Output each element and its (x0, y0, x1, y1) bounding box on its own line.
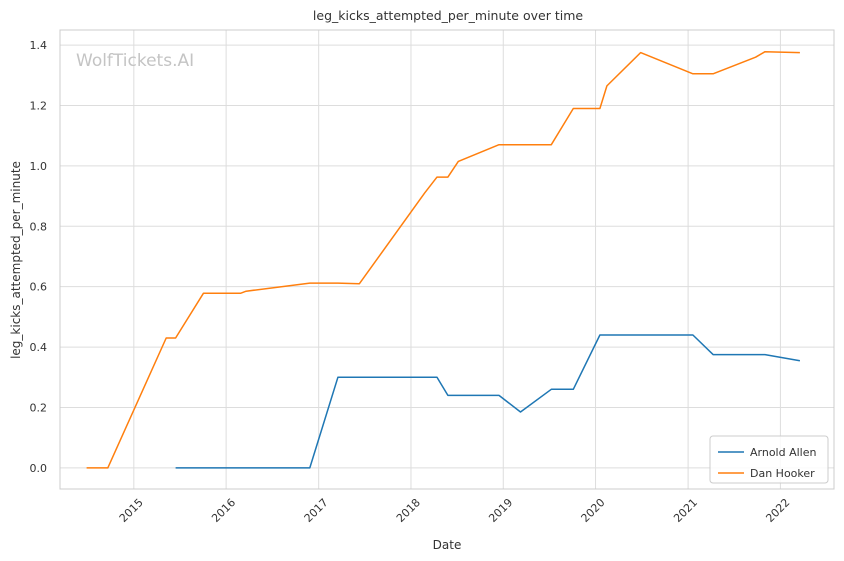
x-tick-label: 2018 (394, 496, 423, 525)
y-tick-label: 0.0 (30, 462, 48, 475)
x-tick-label: 2015 (117, 496, 146, 525)
y-tick-label: 0.2 (30, 401, 48, 414)
series-line-dan-hooker (86, 50, 800, 469)
series-lines (86, 50, 801, 469)
watermark: WolfTickets.AI (76, 51, 194, 71)
x-tick-labels: 2015 2016 2017 2018 2019 2020 2021 2022 (117, 496, 793, 525)
legend-label-dan-hooker: Dan Hooker (750, 467, 815, 480)
y-axis-label: leg_kicks_attempted_per_minute (9, 161, 23, 359)
grid (60, 30, 834, 489)
y-tick-label: 1.2 (30, 99, 48, 112)
legend-label-arnold-allen: Arnold Allen (750, 446, 816, 459)
x-tick-label: 2022 (763, 496, 792, 525)
y-tick-label: 1.4 (30, 39, 48, 52)
x-axis-label: Date (433, 538, 462, 552)
x-tick-label: 2019 (486, 496, 515, 525)
y-tick-label: 0.6 (30, 281, 48, 294)
chart-title: leg_kicks_attempted_per_minute over time (313, 8, 583, 23)
x-tick-label: 2021 (671, 496, 700, 525)
y-tick-label: 1.0 (30, 160, 48, 173)
x-tick-label: 2020 (579, 496, 608, 525)
y-tick-label: 0.8 (30, 220, 48, 233)
plot-frame (59, 29, 835, 490)
series-line-arnold-allen (175, 334, 801, 469)
x-tick-label: 2016 (209, 496, 238, 525)
legend-box (709, 435, 829, 484)
x-tick-label: 2017 (302, 496, 331, 525)
y-tick-labels: 0.0 0.2 0.4 0.6 0.8 1.0 1.2 1.4 (30, 39, 48, 475)
y-tick-label: 0.4 (30, 341, 48, 354)
legend: Arnold Allen Dan Hooker (709, 435, 829, 484)
